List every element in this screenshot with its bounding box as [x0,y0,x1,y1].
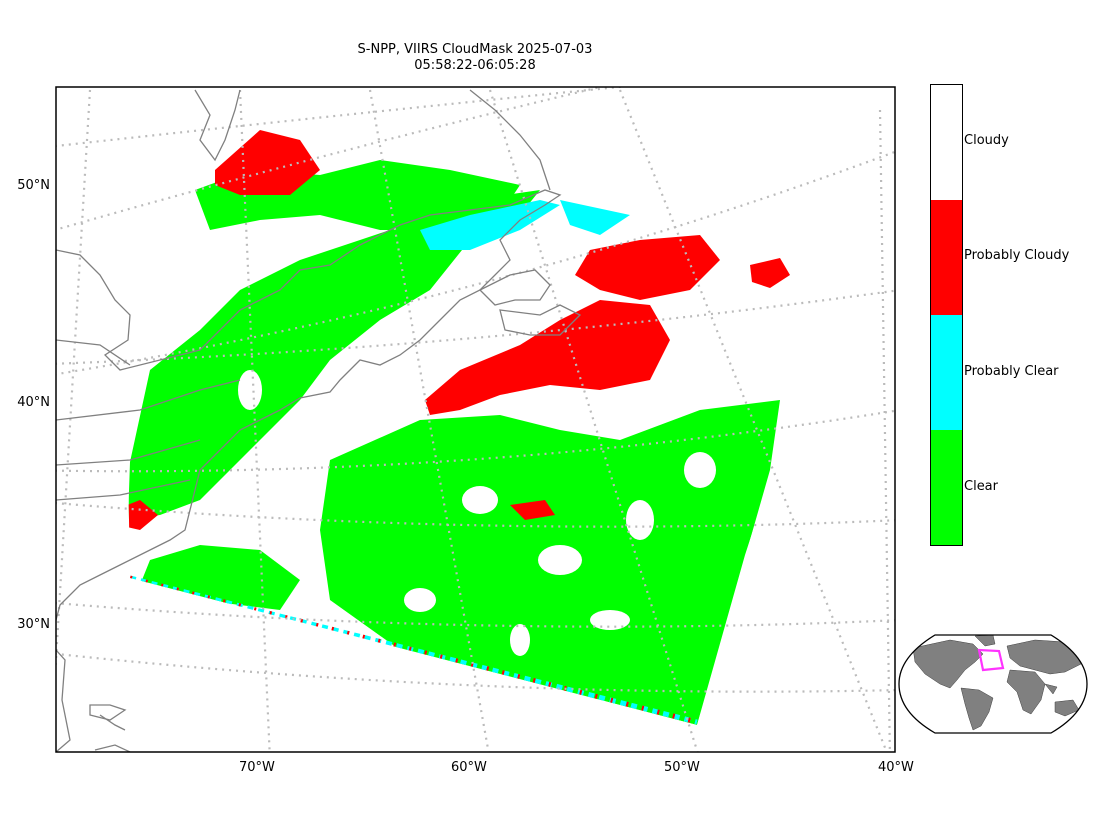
lat-label-30n: 30°N [17,617,50,632]
map-title: S-NPP, VIIRS CloudMask 2025-07-03 05:58:… [275,42,675,74]
title-line-1: S-NPP, VIIRS CloudMask 2025-07-03 [357,42,593,57]
probably-clear-gulf [420,200,560,250]
probably-cloudy-northeast [575,235,720,300]
legend-label-probably-cloudy: Probably Cloudy [964,248,1070,263]
legend-label-clear: Clear [964,479,998,494]
graticule [56,87,895,752]
legend-colorbar [930,84,963,546]
lat-label-40n: 40°N [17,395,50,410]
probably-cloudy-northwest [215,130,320,195]
probably-cloudy-south [510,500,555,520]
world-inset-map [898,634,1088,734]
clear-region-coast [128,190,540,520]
legend-swatch-probably-cloudy [931,200,962,315]
legend-label-cloudy: Cloudy [964,133,1009,148]
probably-cloudy-main [425,300,670,415]
inset-globe-outline [898,634,1088,734]
legend-label-probably-clear: Probably Clear [964,364,1059,379]
map-frame [55,86,896,753]
lon-label-50w: 50°W [664,760,700,775]
probably-cloudy-southwest [128,500,158,530]
probably-cloudy-far-east [750,258,790,288]
inset-land [912,635,1084,731]
title-line-2: 05:58:22-06:05:28 [414,58,536,73]
probably-clear-east [560,200,630,235]
lon-label-40w: 40°W [878,760,914,775]
lon-label-60w: 60°W [451,760,487,775]
legend-swatch-clear [931,430,962,545]
lon-label-70w: 70°W [239,760,275,775]
cloud-mask-swath [128,123,812,725]
inset-swath-outline [977,648,1005,672]
legend-swatch-probably-clear [931,315,962,430]
coastlines [56,89,582,752]
lat-label-50n: 50°N [17,178,50,193]
legend-swatch-cloudy [931,85,962,200]
